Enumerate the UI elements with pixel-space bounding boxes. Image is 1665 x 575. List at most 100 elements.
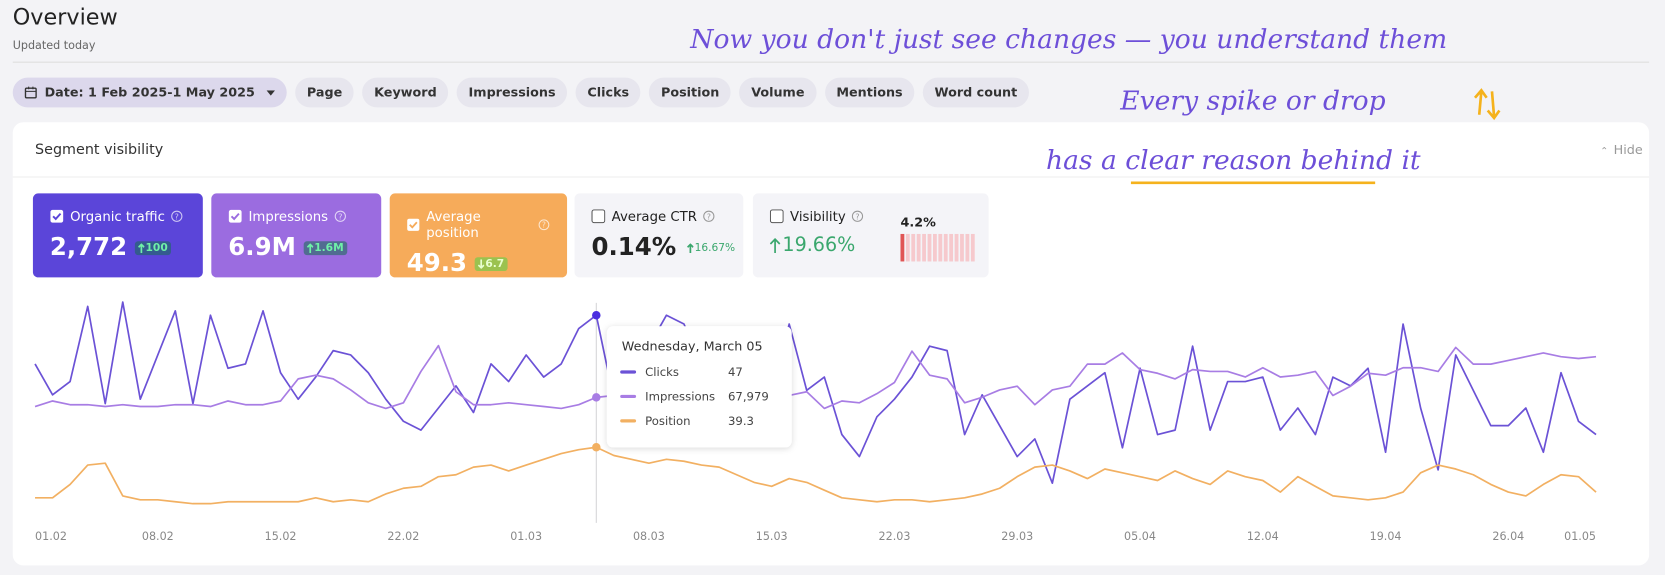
x-tick-label: 26.04 — [1492, 530, 1524, 543]
spark-bar — [900, 233, 905, 262]
change-value: 19.66% — [782, 233, 856, 257]
filter-pill[interactable]: Word count — [922, 77, 1029, 108]
annotation: Now you don't just see changes — you und… — [690, 23, 1448, 55]
metric-card[interactable]: Visibility? 19.66% 4.2% — [752, 193, 989, 278]
metric-label: Average CTR — [611, 208, 697, 225]
metric-card[interactable]: Average position? 49.3 6.7 — [389, 193, 568, 278]
metric-header: Impressions? — [228, 208, 364, 224]
checkbox — [591, 209, 606, 224]
filter-bar: Date: 1 Feb 2025-1 May 2025 Page Keyword Im… — [12, 77, 1029, 108]
filter-pill[interactable]: Page — [295, 77, 354, 108]
spark-label: 4.2% — [900, 214, 936, 230]
trend-arrow — [137, 242, 145, 253]
x-tick-label: 05.04 — [1124, 530, 1156, 543]
svg-text:?: ? — [175, 212, 179, 221]
tooltip-series-name: Position — [645, 414, 690, 428]
filter-pill[interactable]: Date: 1 Feb 2025-1 May 2025 — [12, 77, 287, 108]
divider — [12, 176, 1650, 178]
metric-card[interactable]: Impressions? 6.9M 1.6M — [211, 193, 382, 278]
metric-header: Average position? — [407, 208, 550, 240]
metric-header: Visibility? — [769, 208, 972, 224]
svg-text:?: ? — [707, 212, 711, 221]
filter-label: Mentions — [836, 85, 903, 100]
annotation: Every spike or drop — [1120, 85, 1386, 116]
filter-pill[interactable]: Position — [649, 77, 732, 108]
metric-card[interactable]: Average CTR? 0.14% 16.67% — [574, 193, 744, 278]
info-icon: ? — [334, 210, 346, 222]
hide-button[interactable]: ⌃ Hide — [1600, 142, 1642, 157]
page-subtitle: Updated today — [12, 39, 96, 53]
filter-label: Page — [306, 85, 343, 100]
x-tick-label: 15.03 — [756, 530, 788, 543]
chevron-icon: ⌃ — [1600, 146, 1609, 158]
change-badge: 1.6M — [303, 240, 347, 255]
divider — [12, 61, 1650, 63]
spark-bar — [932, 233, 937, 262]
series-line — [34, 344, 1597, 410]
filter-pill[interactable]: Mentions — [824, 77, 915, 108]
x-tick-label: 22.02 — [387, 530, 419, 543]
spark-bar — [916, 233, 921, 262]
info-icon: ? — [703, 210, 715, 222]
metric-header: Average CTR? — [591, 208, 726, 224]
metric-value: 49.3 — [406, 249, 467, 278]
x-tick-label: 29.03 — [1001, 530, 1033, 543]
filter-pill[interactable]: Keyword — [362, 77, 449, 108]
spark-bar — [922, 233, 926, 262]
tooltip-series-name: Impressions — [645, 390, 715, 404]
hover-point — [592, 442, 601, 452]
spark-bar — [970, 233, 975, 262]
filter-label: Impressions — [468, 85, 556, 100]
checkbox — [407, 218, 420, 231]
metric-card[interactable]: Organic traffic? 2,772 100 — [32, 193, 203, 278]
filter-pill[interactable]: Impressions — [456, 77, 568, 108]
trend-arrow — [477, 258, 485, 269]
x-tick-label: 01.03 — [510, 530, 542, 543]
filter-label: Date: 1 Feb 2025-1 May 2025 — [44, 85, 255, 100]
x-tick-label: 22.03 — [879, 530, 911, 543]
x-tick-label: 01.02 — [35, 530, 67, 543]
page-title: Overview — [12, 4, 118, 30]
tooltip-title: Wednesday, March 05 — [622, 340, 763, 355]
metric-value: 6.9M — [228, 233, 296, 262]
info-icon: ? — [539, 218, 550, 230]
checkbox — [769, 209, 784, 224]
hover-point — [592, 393, 601, 402]
x-tick-label: 01.05 — [1564, 530, 1596, 543]
change-value: 1.6M — [314, 241, 344, 254]
spark-bar — [954, 233, 959, 262]
spark-bar — [960, 233, 964, 262]
svg-text:?: ? — [856, 212, 860, 221]
trend-arrow — [686, 242, 694, 253]
x-tick-label: 12.04 — [1247, 530, 1279, 543]
svg-text:?: ? — [338, 212, 342, 221]
metric-value-row: 19.66% — [769, 233, 972, 257]
series-line — [34, 301, 1597, 484]
x-tick-label: 08.02 — [142, 530, 174, 543]
filter-label: Keyword — [374, 85, 437, 100]
spark-bar — [938, 233, 943, 262]
spark-bar — [943, 233, 948, 262]
change-badge: 100 — [134, 240, 171, 255]
metric-label: Impressions — [248, 208, 329, 225]
x-tick-label: 19.04 — [1370, 530, 1402, 543]
hover-point — [592, 311, 601, 320]
filter-pill[interactable]: Clicks — [575, 77, 641, 108]
change-value: 100 — [145, 241, 168, 254]
spark-bar — [927, 233, 932, 262]
metric-header: Organic traffic? — [50, 208, 186, 224]
spark-bar — [911, 233, 916, 262]
tooltip-value: 39.3 — [728, 414, 754, 428]
change-value: 6.7 — [485, 257, 505, 270]
spark-bar — [965, 233, 970, 262]
filter-pill[interactable]: Volume — [739, 77, 817, 108]
filter-label: Clicks — [587, 85, 630, 100]
trend-arrow — [769, 237, 781, 253]
filter-label: Word count — [934, 85, 1018, 100]
x-tick-label: 08.03 — [633, 530, 665, 543]
tooltip-value: 67,979 — [728, 390, 769, 404]
filter-label: Volume — [751, 85, 805, 100]
info-icon: ? — [171, 210, 183, 222]
metric-label: Average position — [426, 208, 481, 241]
